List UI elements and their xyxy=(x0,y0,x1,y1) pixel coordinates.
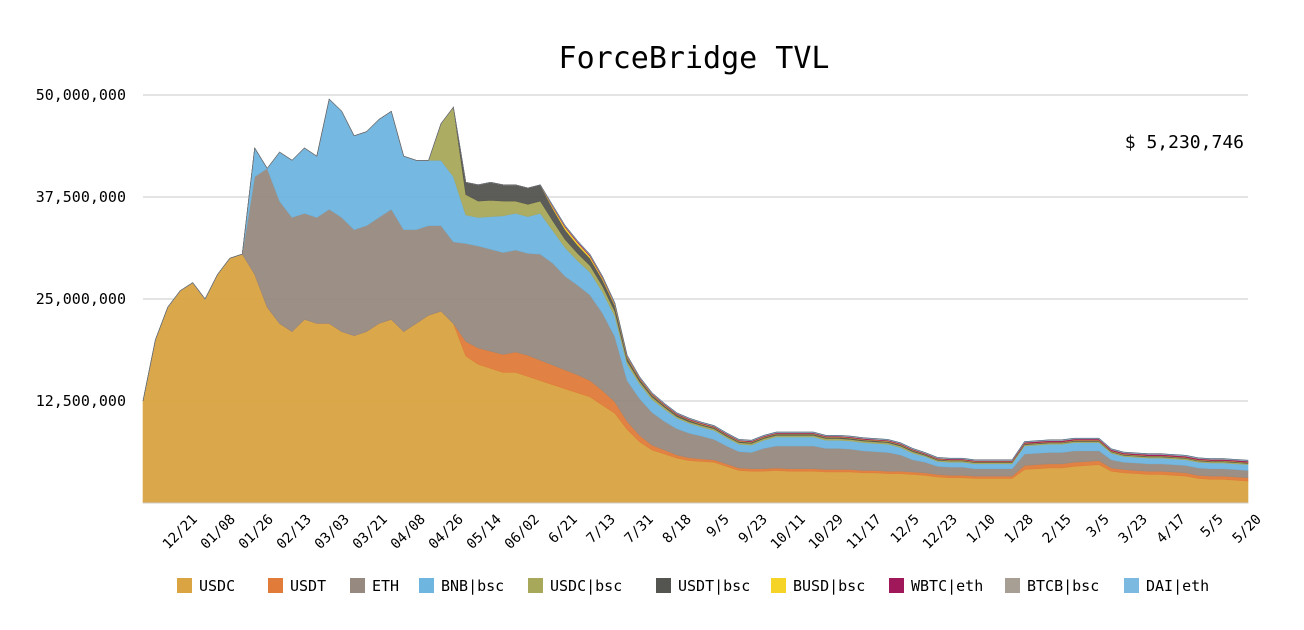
legend-swatch xyxy=(1005,578,1020,593)
legend-item: USDC xyxy=(177,577,235,595)
x-axis-ticks: 12/2101/0801/2602/1303/0303/2104/0804/26… xyxy=(160,512,1265,553)
legend-item: ETH xyxy=(350,577,399,595)
x-tick-label: 12/23 xyxy=(920,512,961,553)
legend-item: USDT|bsc xyxy=(656,577,750,595)
legend-swatch xyxy=(268,578,283,593)
legend-item: BNB|bsc xyxy=(419,577,504,595)
legend-item: WBTC|eth xyxy=(889,577,983,595)
legend-item: USDT xyxy=(268,577,326,595)
x-tick-label: 01/26 xyxy=(236,512,277,553)
y-axis-ticks: 12,500,000 25,000,000 37,500,000 50,000,000 xyxy=(36,86,126,410)
legend-label: WBTC|eth xyxy=(911,577,983,595)
legend-label: BTCB|bsc xyxy=(1027,577,1099,595)
legend-item: DAI|eth xyxy=(1124,577,1209,595)
legend-label: BUSD|bsc xyxy=(793,577,865,595)
legend-swatch xyxy=(656,578,671,593)
x-tick-label: 11/17 xyxy=(844,512,885,553)
legend-label: USDC xyxy=(199,577,235,595)
x-tick-label: 7/13 xyxy=(584,512,619,547)
legend-item: USDC|bsc xyxy=(528,577,622,595)
x-tick-label: 9/5 xyxy=(704,512,733,541)
x-tick-label: 5/5 xyxy=(1198,512,1227,541)
legend-label: ETH xyxy=(372,577,399,595)
x-tick-label: 05/14 xyxy=(464,512,505,553)
area-series-group xyxy=(142,98,1249,504)
x-tick-label: 06/02 xyxy=(502,512,543,553)
legend-label: USDC|bsc xyxy=(550,577,622,595)
x-tick-label: 6/21 xyxy=(546,512,581,547)
legend-item: BTCB|bsc xyxy=(1005,577,1099,595)
x-tick-label: 3/23 xyxy=(1116,512,1151,547)
x-tick-label: 04/08 xyxy=(388,512,429,553)
x-tick-label: 3/5 xyxy=(1084,512,1113,541)
x-tick-label: 03/03 xyxy=(312,512,353,553)
total-value-label: $ 5,230,746 xyxy=(1125,132,1244,153)
x-tick-label: 12/5 xyxy=(888,512,923,547)
x-tick-label: 04/26 xyxy=(426,512,467,553)
legend-label: DAI|eth xyxy=(1146,577,1209,595)
x-tick-label: 4/17 xyxy=(1154,512,1189,547)
legend-swatch xyxy=(528,578,543,593)
x-tick-label: 5/20 xyxy=(1230,512,1265,547)
x-tick-label: 9/23 xyxy=(736,512,771,547)
x-tick-label: 02/13 xyxy=(274,512,315,553)
y-tick-label: 50,000,000 xyxy=(36,86,126,104)
legend-label: BNB|bsc xyxy=(441,577,504,595)
x-tick-label: 12/21 xyxy=(160,512,201,553)
legend: USDC USDT ETH BNB|bsc USDC|bsc USDT|bsc BUSD|b… xyxy=(177,577,1209,595)
legend-swatch xyxy=(1124,578,1139,593)
x-tick-label: 2/15 xyxy=(1040,512,1075,547)
legend-swatch xyxy=(177,578,192,593)
legend-label: USDT|bsc xyxy=(678,577,750,595)
x-tick-label: 10/29 xyxy=(806,512,847,553)
legend-swatch xyxy=(419,578,434,593)
x-tick-label: 8/18 xyxy=(660,512,695,547)
x-tick-label: 03/21 xyxy=(350,512,391,553)
legend-swatch xyxy=(771,578,786,593)
legend-label: USDT xyxy=(290,577,326,595)
chart-title: ForceBridge TVL xyxy=(559,41,830,76)
x-tick-label: 10/11 xyxy=(768,512,809,553)
y-tick-label: 37,500,000 xyxy=(36,188,126,206)
x-tick-label: 01/08 xyxy=(198,512,239,553)
x-tick-label: 1/10 xyxy=(964,512,999,547)
x-tick-label: 7/31 xyxy=(622,512,657,547)
x-tick-label: 1/28 xyxy=(1002,512,1037,547)
y-tick-label: 12,500,000 xyxy=(36,392,126,410)
total-outline xyxy=(142,98,1249,461)
y-tick-label: 25,000,000 xyxy=(36,290,126,308)
legend-swatch xyxy=(350,578,365,593)
legend-swatch xyxy=(889,578,904,593)
legend-item: BUSD|bsc xyxy=(771,577,865,595)
